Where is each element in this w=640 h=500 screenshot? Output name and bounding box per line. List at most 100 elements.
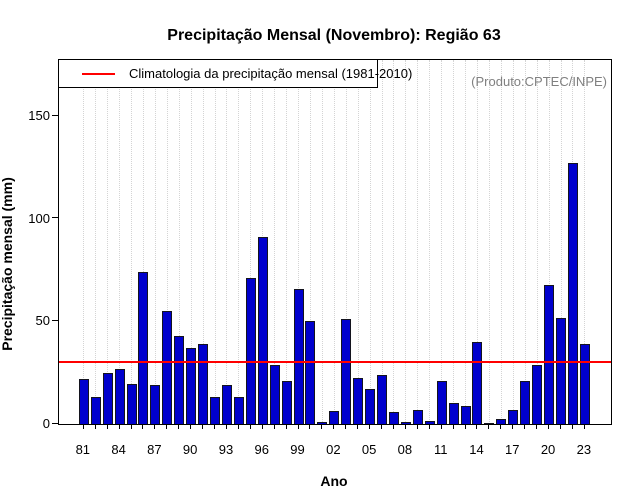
x-tick-95 [249, 424, 251, 429]
gridline-year-23 [584, 60, 586, 424]
x-tick-label-96: 96 [254, 442, 269, 457]
x-tick-86 [142, 424, 144, 429]
legend: Climatologia da precipitação mensal (198… [58, 59, 412, 88]
gridline-year-08 [405, 60, 407, 424]
x-tick-20 [548, 424, 550, 429]
x-tick-85 [130, 424, 132, 429]
bar-04 [353, 377, 364, 424]
bar-02 [329, 410, 340, 424]
legend-label: Climatologia da precipitação mensal (198… [129, 66, 413, 81]
gridline-year-19 [536, 60, 538, 424]
x-tick-90 [190, 424, 192, 429]
gridline-year-07 [393, 60, 395, 424]
y-tick-0 [52, 422, 58, 424]
gridline-year-20 [548, 60, 550, 424]
x-tick-13 [464, 424, 466, 429]
x-tick-23 [583, 424, 585, 429]
gridline-year-98 [286, 60, 288, 424]
x-tick-label-14: 14 [469, 442, 484, 457]
x-tick-06 [381, 424, 383, 429]
x-tick-82 [94, 424, 96, 429]
x-tick-label-23: 23 [576, 442, 592, 457]
gridline-year-94 [238, 60, 240, 424]
y-tick-50 [52, 319, 58, 321]
x-tick-96 [261, 424, 263, 429]
gridline-year-13 [465, 60, 467, 424]
x-tick-87 [154, 424, 156, 429]
bar-86 [138, 272, 149, 424]
x-tick-10 [428, 424, 430, 429]
gridline-year-82 [95, 60, 97, 424]
gridline-year-88 [166, 60, 168, 424]
source-label: (Produto:CPTEC/INPE) [471, 74, 607, 89]
gridline-year-11 [441, 60, 443, 424]
gridline-year-18 [524, 60, 526, 424]
gridline-year-92 [214, 60, 216, 424]
bar-92 [210, 397, 221, 424]
bar-93 [221, 385, 232, 424]
bar-00 [305, 321, 316, 424]
bar-10 [424, 420, 435, 424]
gridline-year-85 [131, 60, 133, 424]
gridline-year-81 [83, 60, 85, 424]
x-tick-22 [571, 424, 573, 429]
bar-22 [567, 163, 578, 424]
x-tick-81 [82, 424, 84, 429]
legend-line-sample [82, 72, 115, 75]
y-tick-100 [52, 217, 58, 219]
y-tick-label-0: 0 [42, 416, 50, 431]
gridline-year-00 [309, 60, 311, 424]
bar-05 [365, 389, 376, 424]
x-tick-label-17: 17 [505, 442, 520, 457]
gridline-year-15 [488, 60, 490, 424]
bar-91 [198, 344, 209, 424]
x-tick-91 [202, 424, 204, 429]
gridline-year-06 [381, 60, 383, 424]
x-tick-02 [333, 424, 335, 429]
x-tick-label-84: 84 [111, 442, 126, 457]
gridline-year-95 [250, 60, 252, 424]
x-tick-15 [488, 424, 490, 429]
bar-12 [448, 402, 459, 424]
y-tick-label-150: 150 [28, 108, 50, 124]
x-tick-19 [536, 424, 538, 429]
x-tick-label-11: 11 [433, 442, 448, 457]
gridline-year-02 [333, 60, 335, 424]
x-tick-84 [118, 424, 120, 429]
x-tick-label-87: 87 [147, 442, 162, 457]
bar-03 [341, 319, 352, 424]
x-tick-label-93: 93 [218, 442, 234, 457]
bar-90 [186, 348, 197, 424]
x-tick-00 [309, 424, 311, 429]
bar-17 [508, 409, 519, 424]
bar-98 [281, 380, 292, 424]
x-tick-label-81: 81 [75, 442, 91, 457]
bar-16 [496, 418, 507, 424]
x-tick-16 [500, 424, 502, 429]
bar-88 [162, 311, 173, 424]
gridline-year-12 [453, 60, 455, 424]
x-tick-label-90: 90 [182, 442, 198, 457]
bar-96 [257, 237, 268, 424]
gridline-year-90 [190, 60, 192, 424]
bar-89 [174, 335, 185, 424]
gridline-year-04 [357, 60, 359, 424]
bar-15 [484, 422, 495, 424]
bar-83 [102, 372, 113, 424]
x-tick-14 [476, 424, 478, 429]
x-tick-93 [225, 424, 227, 429]
chart-title: Precipitação Mensal (Novembro): Região 6… [167, 27, 501, 44]
bar-18 [520, 380, 531, 424]
gridline-year-97 [274, 60, 276, 424]
x-tick-88 [166, 424, 168, 429]
x-tick-18 [524, 424, 526, 429]
x-tick-07 [392, 424, 394, 429]
bar-95 [245, 278, 256, 424]
bar-21 [556, 318, 566, 424]
bar-97 [269, 364, 280, 424]
bar-85 [126, 384, 137, 424]
y-tick-label-100: 100 [28, 210, 50, 226]
x-tick-03 [345, 424, 347, 429]
bar-14 [472, 341, 483, 424]
